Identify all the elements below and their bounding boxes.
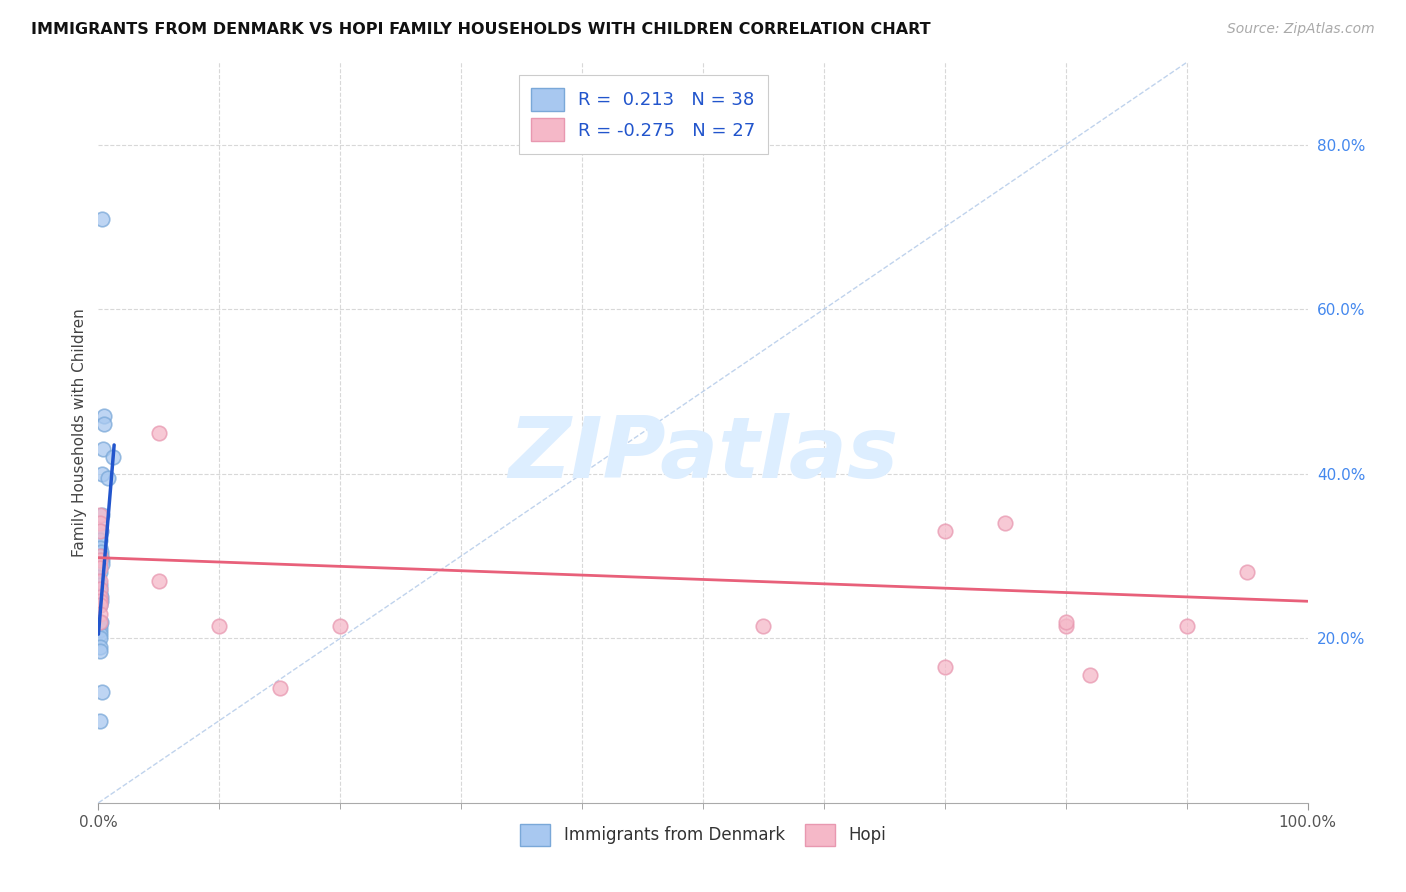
Point [89,590,111,604]
Point [89,582,111,596]
Point [93,417,115,432]
Point [93,409,115,424]
Point [89,590,111,604]
Point [89,582,111,596]
Point [1236,566,1258,580]
Point [1054,615,1077,629]
Point [91,558,114,572]
Point [90,615,112,629]
Point [89,508,111,522]
Point [89,549,111,563]
Point [89,524,111,539]
Point [89,594,111,608]
Point [89,586,111,600]
Point [89,561,111,575]
Point [89,566,111,580]
Point [89,643,111,657]
Point [91,467,114,481]
Point [101,450,124,465]
Point [752,619,775,633]
Point [89,594,111,608]
Point [934,660,956,674]
Point [329,619,352,633]
Point [89,619,111,633]
Text: Source: ZipAtlas.com: Source: ZipAtlas.com [1227,22,1375,37]
Point [91,211,114,226]
Point [89,632,111,646]
Point [90,545,112,559]
Point [91,685,114,699]
Point [87,574,110,588]
Point [89,578,111,592]
Y-axis label: Family Households with Children: Family Households with Children [72,309,87,557]
Legend: Immigrants from Denmark, Hopi: Immigrants from Denmark, Hopi [509,813,897,857]
Point [89,541,111,555]
Point [1175,619,1198,633]
Point [89,615,111,629]
Point [91,442,114,456]
Point [994,516,1017,530]
Point [91,508,114,522]
Point [89,574,111,588]
Point [90,594,112,608]
Point [208,619,231,633]
Point [89,533,111,547]
Point [89,640,111,654]
Point [89,615,111,629]
Point [89,607,111,621]
Text: ZIPatlas: ZIPatlas [508,413,898,496]
Point [91,553,114,567]
Point [89,553,111,567]
Point [90,524,112,539]
Point [89,714,111,728]
Point [934,524,956,539]
Point [89,623,111,637]
Point [90,590,112,604]
Point [89,599,111,613]
Point [97,471,120,485]
Point [269,681,291,695]
Point [89,599,111,613]
Point [89,627,111,641]
Point [89,528,111,542]
Point [87,569,110,583]
Point [90,549,112,563]
Point [89,516,111,530]
Point [87,619,110,633]
Text: IMMIGRANTS FROM DENMARK VS HOPI FAMILY HOUSEHOLDS WITH CHILDREN CORRELATION CHAR: IMMIGRANTS FROM DENMARK VS HOPI FAMILY H… [31,22,931,37]
Point [148,574,170,588]
Point [148,425,170,440]
Point [1054,619,1077,633]
Point [1078,668,1101,682]
